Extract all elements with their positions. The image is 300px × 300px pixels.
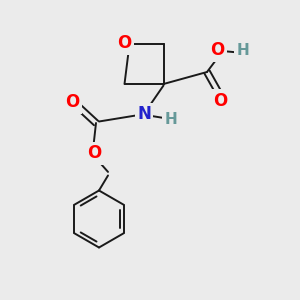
Text: O: O [65, 93, 79, 111]
Text: O: O [210, 41, 225, 59]
Text: O: O [213, 92, 228, 110]
Text: O: O [87, 144, 102, 162]
Text: H: H [237, 43, 249, 58]
Text: H: H [165, 112, 177, 128]
Text: O: O [117, 34, 132, 52]
Text: N: N [137, 105, 151, 123]
